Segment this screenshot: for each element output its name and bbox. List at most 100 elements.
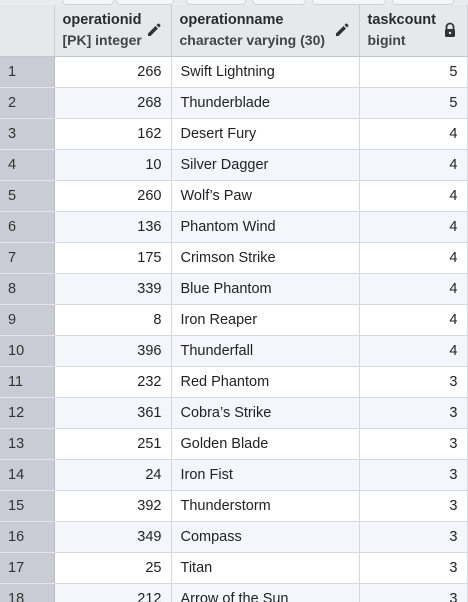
cell-taskcount[interactable]: 3 <box>359 397 468 429</box>
table-row[interactable]: 5 260 Wolf’s Paw 4 <box>0 180 468 212</box>
row-number[interactable]: 1 <box>0 56 55 88</box>
cell-operationname[interactable]: Crimson Strike <box>171 242 360 274</box>
cell-operationid[interactable]: 260 <box>54 180 172 212</box>
row-number[interactable]: 12 <box>0 397 55 429</box>
table-row[interactable]: 12 361 Cobra’s Strike 3 <box>0 397 468 429</box>
table-row[interactable]: 8 339 Blue Phantom 4 <box>0 273 468 305</box>
cell-operationname[interactable]: Iron Reaper <box>171 304 360 336</box>
toolbar-tab[interactable] <box>312 0 386 5</box>
table-row[interactable]: 11 232 Red Phantom 3 <box>0 366 468 398</box>
cell-operationid[interactable]: 212 <box>54 583 172 602</box>
cell-operationname[interactable]: Iron Fist <box>171 459 360 491</box>
cell-operationname[interactable]: Cobra’s Strike <box>171 397 360 429</box>
cell-operationname[interactable]: Red Phantom <box>171 366 360 398</box>
row-number[interactable]: 14 <box>0 459 55 491</box>
table-row[interactable]: 4 10 Silver Dagger 4 <box>0 149 468 181</box>
toolbar-tab[interactable] <box>252 0 306 5</box>
cell-taskcount[interactable]: 3 <box>359 459 468 491</box>
cell-taskcount[interactable]: 3 <box>359 428 468 460</box>
cell-operationid[interactable]: 10 <box>54 149 172 181</box>
row-number[interactable]: 13 <box>0 428 55 460</box>
cell-taskcount[interactable]: 5 <box>359 56 468 88</box>
table-row[interactable]: 13 251 Golden Blade 3 <box>0 428 468 460</box>
cell-operationname[interactable]: Thunderfall <box>171 335 360 367</box>
cell-taskcount[interactable]: 3 <box>359 552 468 584</box>
cell-taskcount[interactable]: 3 <box>359 521 468 553</box>
cell-operationid[interactable]: 396 <box>54 335 172 367</box>
cell-operationid[interactable]: 175 <box>54 242 172 274</box>
row-number[interactable]: 8 <box>0 273 55 305</box>
toolbar-tab[interactable] <box>392 0 454 5</box>
cell-operationid[interactable]: 136 <box>54 211 172 243</box>
cell-operationid[interactable]: 392 <box>54 490 172 522</box>
table-row[interactable]: 3 162 Desert Fury 4 <box>0 118 468 150</box>
table-row[interactable]: 6 136 Phantom Wind 4 <box>0 211 468 243</box>
cell-taskcount[interactable]: 4 <box>359 242 468 274</box>
row-number[interactable]: 5 <box>0 180 55 212</box>
cell-operationname[interactable]: Thunderblade <box>171 87 360 119</box>
table-row[interactable]: 2 268 Thunderblade 5 <box>0 87 468 119</box>
table-row[interactable]: 9 8 Iron Reaper 4 <box>0 304 468 336</box>
cell-taskcount[interactable]: 4 <box>359 118 468 150</box>
row-number-header[interactable] <box>0 5 55 57</box>
cell-operationname[interactable]: Compass <box>171 521 360 553</box>
cell-operationid[interactable]: 25 <box>54 552 172 584</box>
pencil-icon[interactable] <box>146 22 162 38</box>
cell-operationname[interactable]: Titan <box>171 552 360 584</box>
toolbar-tab[interactable] <box>116 0 174 5</box>
cell-operationname[interactable]: Silver Dagger <box>171 149 360 181</box>
row-number[interactable]: 18 <box>0 583 55 602</box>
toolbar-tab[interactable] <box>186 0 246 5</box>
cell-operationid[interactable]: 339 <box>54 273 172 305</box>
row-number[interactable]: 4 <box>0 149 55 181</box>
cell-taskcount[interactable]: 3 <box>359 366 468 398</box>
cell-operationid[interactable]: 251 <box>54 428 172 460</box>
cell-operationid[interactable]: 162 <box>54 118 172 150</box>
row-number[interactable]: 2 <box>0 87 55 119</box>
toolbar-tab[interactable] <box>62 0 114 5</box>
table-row[interactable]: 10 396 Thunderfall 4 <box>0 335 468 367</box>
cell-operationname[interactable]: Wolf’s Paw <box>171 180 360 212</box>
row-number[interactable]: 3 <box>0 118 55 150</box>
table-row[interactable]: 17 25 Titan 3 <box>0 552 468 584</box>
row-number[interactable]: 10 <box>0 335 55 367</box>
cell-operationid[interactable]: 232 <box>54 366 172 398</box>
table-row[interactable]: 14 24 Iron Fist 3 <box>0 459 468 491</box>
cell-operationname[interactable]: Swift Lightning <box>171 56 360 88</box>
cell-taskcount[interactable]: 4 <box>359 149 468 181</box>
cell-operationid[interactable]: 349 <box>54 521 172 553</box>
pencil-icon[interactable] <box>334 22 350 38</box>
cell-taskcount[interactable]: 4 <box>359 304 468 336</box>
cell-operationid[interactable]: 8 <box>54 304 172 336</box>
cell-taskcount[interactable]: 4 <box>359 211 468 243</box>
table-row[interactable]: 16 349 Compass 3 <box>0 521 468 553</box>
cell-operationname[interactable]: Phantom Wind <box>171 211 360 243</box>
row-number[interactable]: 15 <box>0 490 55 522</box>
cell-operationname[interactable]: Thunderstorm <box>171 490 360 522</box>
cell-taskcount[interactable]: 3 <box>359 583 468 602</box>
cell-operationid[interactable]: 268 <box>54 87 172 119</box>
cell-operationid[interactable]: 361 <box>54 397 172 429</box>
column-header-operationname[interactable]: operationname character varying (30) <box>171 5 360 57</box>
table-row[interactable]: 1 266 Swift Lightning 5 <box>0 56 468 88</box>
cell-taskcount[interactable]: 3 <box>359 490 468 522</box>
column-header-operationid[interactable]: operationid [PK] integer <box>54 5 172 57</box>
cell-taskcount[interactable]: 4 <box>359 335 468 367</box>
table-row[interactable]: 7 175 Crimson Strike 4 <box>0 242 468 274</box>
row-number[interactable]: 17 <box>0 552 55 584</box>
table-row[interactable]: 18 212 Arrow of the Sun 3 <box>0 583 468 602</box>
table-row[interactable]: 15 392 Thunderstorm 3 <box>0 490 468 522</box>
cell-operationname[interactable]: Arrow of the Sun <box>171 583 360 602</box>
cell-operationid[interactable]: 266 <box>54 56 172 88</box>
row-number[interactable]: 7 <box>0 242 55 274</box>
row-number[interactable]: 9 <box>0 304 55 336</box>
column-header-taskcount[interactable]: taskcount bigint <box>359 5 468 57</box>
cell-operationid[interactable]: 24 <box>54 459 172 491</box>
cell-operationname[interactable]: Golden Blade <box>171 428 360 460</box>
cell-operationname[interactable]: Desert Fury <box>171 118 360 150</box>
cell-taskcount[interactable]: 4 <box>359 180 468 212</box>
row-number[interactable]: 6 <box>0 211 55 243</box>
cell-taskcount[interactable]: 5 <box>359 87 468 119</box>
row-number[interactable]: 11 <box>0 366 55 398</box>
cell-taskcount[interactable]: 4 <box>359 273 468 305</box>
